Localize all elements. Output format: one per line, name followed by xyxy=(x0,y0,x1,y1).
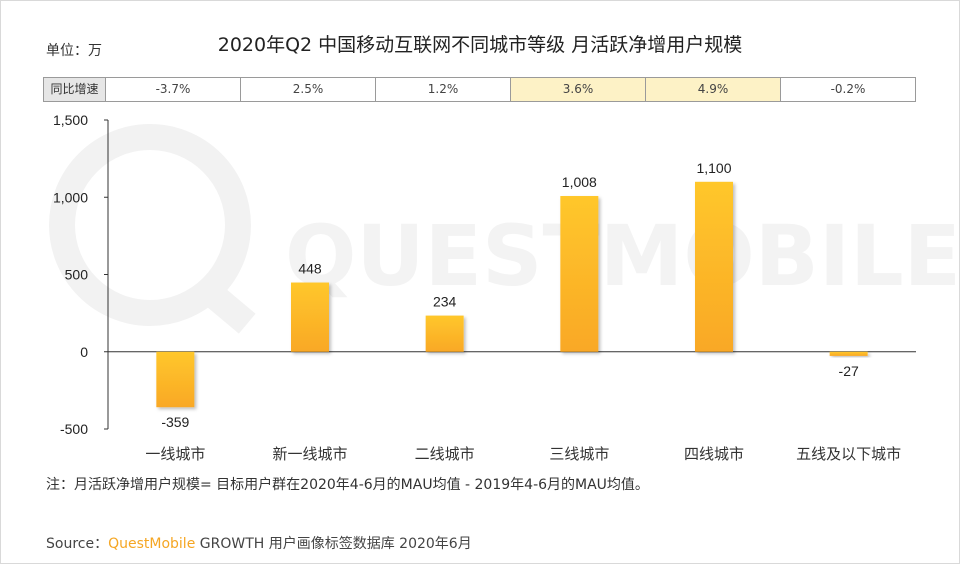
watermark: QUESTMOBILE xyxy=(49,124,960,334)
yoy-cell: 2.5% xyxy=(241,77,376,102)
source-rest: GROWTH 用户画像标签数据库 2020年6月 xyxy=(195,536,472,552)
unit-label: 单位：万 xyxy=(46,43,102,59)
data-label: 1,100 xyxy=(696,160,731,176)
bar xyxy=(291,282,329,352)
x-tick-label: 四线城市 xyxy=(684,445,744,463)
y-tick-label: 0 xyxy=(80,344,88,360)
yoy-row-label: 同比增速 xyxy=(43,77,106,102)
yoy-cell: 4.9% xyxy=(646,77,781,102)
yoy-cell: 3.6% xyxy=(511,77,646,102)
data-label: 448 xyxy=(298,261,322,277)
yoy-cell: -0.2% xyxy=(781,77,916,102)
source-label: Source： xyxy=(46,536,109,552)
bar xyxy=(156,351,195,408)
data-label: 234 xyxy=(433,294,457,310)
data-label: 1,008 xyxy=(562,174,597,190)
bar xyxy=(425,315,464,352)
yoy-row: 同比增速 -3.7% 2.5% 1.2% 3.6% 4.9% -0.2% xyxy=(43,77,916,102)
y-tick-label: 500 xyxy=(65,267,89,283)
footnote: 注：月活跃净增用户规模= 目标用户群在2020年4-6月的MAU均值 - 201… xyxy=(46,477,649,493)
y-tick-label: 1,500 xyxy=(53,112,88,128)
x-tick-label: 新一线城市 xyxy=(272,445,347,463)
watermark-text: QUESTMOBILE xyxy=(285,207,960,305)
data-label: -359 xyxy=(161,414,189,430)
data-label: -27 xyxy=(839,363,859,379)
bar xyxy=(829,351,868,356)
y-tick-label: 1,000 xyxy=(53,189,88,205)
yoy-cell: -3.7% xyxy=(106,77,241,102)
x-tick-label: 五线及以下城市 xyxy=(796,445,901,463)
yoy-cell: 1.2% xyxy=(376,77,511,102)
source-line: Source：QuestMobile GROWTH 用户画像标签数据库 2020… xyxy=(46,533,472,553)
x-tick-label: 二线城市 xyxy=(415,445,475,463)
bar xyxy=(695,181,733,352)
bar xyxy=(560,196,599,352)
x-tick-label: 一线城市 xyxy=(145,445,205,463)
source-brand: QuestMobile xyxy=(108,536,196,552)
y-tick-label: -500 xyxy=(60,421,88,437)
x-tick-label: 三线城市 xyxy=(549,445,609,463)
chart-title: 2020年Q2 中国移动互联网不同城市等级 月活跃净增用户规模 xyxy=(217,34,743,56)
